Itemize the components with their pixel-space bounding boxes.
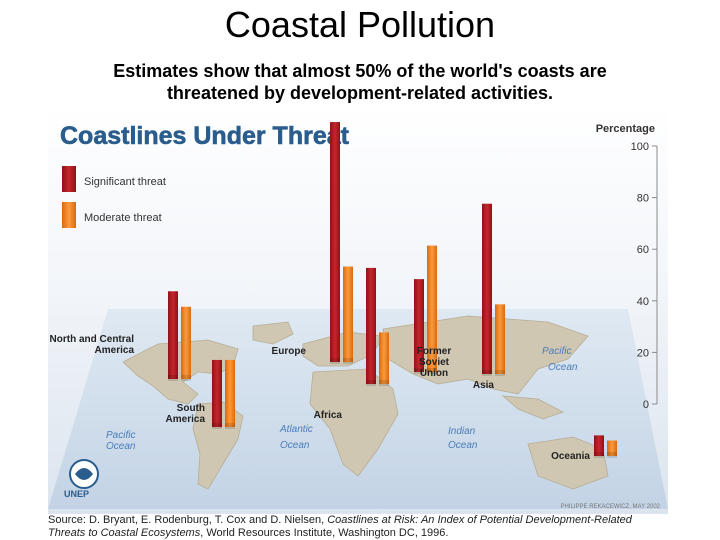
bar-shadow [225, 423, 235, 429]
y-tick-label: 40 [637, 296, 649, 308]
bar-significant-south-america [212, 359, 222, 427]
bar-shadow [181, 375, 191, 381]
region-label-europe: Europe [272, 346, 307, 357]
y-tick-label: 100 [631, 141, 649, 153]
ocean-label-pacific-right-1: Pacific [542, 346, 571, 357]
bar-shadow [427, 368, 437, 374]
bar-significant-europe [330, 122, 340, 362]
coastlines-figure: Coastlines Under Threat Percentage 0 20 40… [48, 104, 668, 514]
bar-shadow [330, 358, 340, 364]
source-title-1: Coastlines at Risk: An Index of Potentia… [327, 514, 632, 526]
bar-shadow [594, 452, 604, 458]
y-axis-label: Percentage [596, 123, 655, 135]
ocean-label-indian-1: Indian [448, 426, 476, 437]
legend: Significant threat Moderate threat [62, 166, 166, 228]
y-tick-label: 80 [637, 193, 649, 205]
bar-moderate-asia [495, 304, 505, 374]
bar-significant-former-soviet-union [414, 279, 424, 372]
bar-moderate-africa [379, 332, 389, 384]
unep-label: UNEP [64, 489, 89, 499]
region-label-africa: Africa [314, 410, 343, 421]
bar-significant-africa [366, 267, 376, 384]
bar-moderate-oceania [607, 440, 617, 456]
bar-moderate-north-and-central-america [181, 306, 191, 379]
y-tick-label: 60 [637, 244, 649, 256]
ocean-label-pacific-right-2: Ocean [548, 362, 578, 373]
bar-significant-asia [482, 203, 492, 374]
bar-shadow [379, 380, 389, 386]
bar-shadow [366, 380, 376, 386]
region-label-south-america: South America [166, 403, 206, 425]
y-tick-label: 20 [637, 347, 649, 359]
bar-shadow [343, 358, 353, 364]
bar-shadow [495, 370, 505, 376]
bar-shadow [482, 370, 492, 376]
legend-swatch-significant [62, 166, 76, 192]
figure-credit: PHILIPPE REKACEWICZ, MAY 2002 [561, 504, 661, 510]
bar-shadow [414, 368, 424, 374]
ocean-label-pacific-left-1: Pacific [106, 430, 135, 441]
bars [168, 122, 617, 458]
region-label-former-soviet-union: Former Soviet Union [417, 346, 452, 379]
source-suffix: , World Resources Institute, Washington … [200, 527, 449, 539]
ocean-label-atlantic-2: Ocean [280, 440, 310, 451]
unep-leaf-icon [75, 468, 93, 480]
source-title-2: Threats to Coastal Ecosystems [48, 527, 201, 539]
bar-significant-oceania [594, 435, 604, 456]
ocean-label-indian-2: Ocean [448, 440, 478, 451]
bar-shadow [168, 375, 178, 381]
ocean-label-pacific-left-2: Ocean [106, 441, 136, 452]
continent-south-east-asia [501, 395, 565, 420]
region-labels: North and Central America South America Euro… [50, 334, 591, 462]
region-label-asia: Asia [473, 380, 495, 391]
bar-moderate-south-america [225, 359, 235, 427]
source-prefix: Source: D. Bryant, E. Rodenburg, T. Cox … [48, 514, 328, 526]
bar-moderate-former-soviet-union [427, 245, 437, 372]
continent-australia [527, 436, 609, 490]
ocean-label-atlantic-1: Atlantic [279, 424, 313, 435]
continent-greenland [252, 321, 294, 345]
ocean-labels: Pacific Ocean Atlantic Ocean Indian Ocea… [106, 346, 578, 452]
chart-title: Coastlines Under Threat [60, 122, 350, 150]
subtitle-line-1: Estimates show that almost 50% of the wo… [113, 61, 607, 81]
legend-label-significant: Significant threat [84, 176, 166, 188]
region-label-north-and-central-america: North and Central America [50, 334, 135, 356]
percentage-axis: Percentage 0 20 40 60 80 100 [596, 123, 658, 411]
unep-logo: UNEP [64, 459, 99, 499]
region-label-oceania: Oceania [551, 451, 590, 462]
legend-swatch-moderate [62, 202, 76, 228]
bar-significant-north-and-central-america [168, 291, 178, 379]
slide-title: Coastal Pollution [224, 4, 496, 45]
bar-shadow [212, 423, 222, 429]
y-tick-label: 0 [643, 399, 649, 411]
subtitle-line-2: threatened by development-related activi… [166, 83, 554, 103]
bar-shadow [607, 452, 617, 458]
slide-subtitle: Estimates show that almost 50% of the wo… [60, 60, 660, 104]
continents [122, 315, 609, 490]
legend-label-moderate: Moderate threat [84, 212, 162, 224]
bar-moderate-europe [343, 266, 353, 362]
source-citation: Source: D. Bryant, E. Rodenburg, T. Cox … [48, 514, 688, 540]
